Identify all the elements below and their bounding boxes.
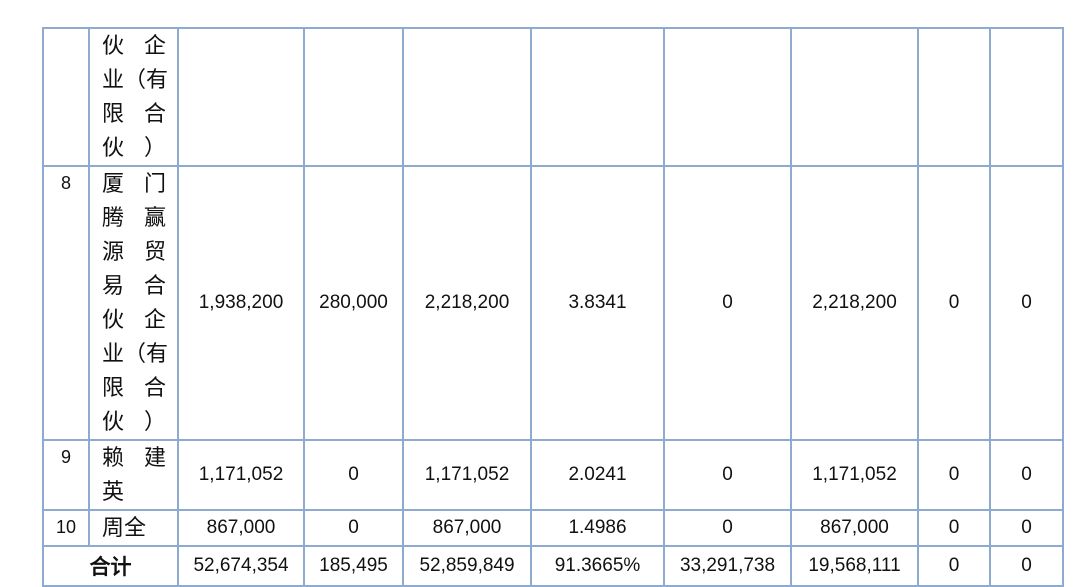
name-line: 业（有 (102, 67, 169, 92)
name-cell: 伙企业（有限合伙） (88, 27, 179, 167)
value-cell: 1,171,052 (402, 439, 532, 511)
total-value: 185,495 (303, 545, 404, 587)
name-line: 限合 (102, 375, 166, 400)
value-cell (303, 27, 404, 167)
name-line: 腾赢 (102, 205, 166, 230)
value-cell: 867,000 (790, 509, 919, 547)
name-line: 厦门 (102, 171, 166, 196)
name-line: 源贸 (102, 239, 166, 264)
value-cell: 0 (917, 439, 991, 511)
total-value: 33,291,738 (663, 545, 792, 587)
value-cell (177, 27, 305, 167)
name-line: 伙企 (102, 307, 166, 332)
value-cell: 2,218,200 (790, 165, 919, 441)
page: 伙企 业（有 限合 伙） 8 厦门 腾赢 源贸 易合 伙企 业（有 限合 伙） 1,938,200 280,… (42, 27, 1064, 587)
name-line: 限合 (102, 101, 166, 126)
total-value: 52,859,849 (402, 545, 532, 587)
table-row: 伙企业（有限合伙） (42, 27, 1064, 167)
name-line: 伙企 (102, 33, 166, 58)
value-cell (402, 27, 532, 167)
value-cell (917, 27, 991, 167)
index-cell: 8 (42, 165, 90, 441)
total-value: 0 (989, 545, 1064, 587)
index-cell: 10 (42, 509, 90, 547)
value-cell: 867,000 (402, 509, 532, 547)
value-cell: 0 (663, 165, 792, 441)
name-line: 业（有 (102, 341, 169, 366)
value-cell: 0 (303, 509, 404, 547)
value-cell: 0 (917, 165, 991, 441)
value-cell (663, 27, 792, 167)
table-row: 10 周全 867,000 0 867,000 1.4986 0 867,000 0 0 (42, 509, 1064, 547)
index-cell: 9 (42, 439, 90, 511)
name-cell: 厦门腾赢源贸易合伙企业（有限合伙） (88, 165, 179, 441)
name-line: 英 (102, 479, 125, 504)
value-cell: 0 (989, 439, 1064, 511)
total-value: 91.3665% (530, 545, 665, 587)
total-value: 52,674,354 (177, 545, 305, 587)
name-line: 伙） (102, 409, 166, 434)
value-cell: 280,000 (303, 165, 404, 441)
total-row: 合计 52,674,354 185,495 52,859,849 91.3665% 33,… (42, 545, 1064, 587)
total-value: 19,568,111 (790, 545, 919, 587)
table-body: 伙企 业（有 限合 伙） 8 厦门 腾赢 源贸 易合 伙企 业（有 限合 伙） 1,938,200 280,… (42, 27, 1064, 587)
value-cell: 0 (303, 439, 404, 511)
name-cell: 周全 (88, 509, 179, 547)
name-line: 伙） (102, 135, 166, 160)
value-cell: 0 (989, 165, 1064, 441)
value-cell: 2.0241 (530, 439, 665, 511)
value-cell (989, 27, 1064, 167)
value-cell: 2,218,200 (402, 165, 532, 441)
name-line: 易合 (102, 273, 166, 298)
table-row: 8 厦门 腾赢 源贸 易合 伙企 业（有 限合 伙） 1,938,200 280,000 2,218,… (42, 165, 1064, 441)
value-cell: 0 (989, 509, 1064, 547)
value-cell: 1,171,052 (177, 439, 305, 511)
name-line: 赖建 (102, 445, 166, 470)
name-line: 周全 (102, 515, 147, 540)
value-cell: 0 (663, 509, 792, 547)
value-cell (790, 27, 919, 167)
value-cell: 0 (663, 439, 792, 511)
value-cell: 0 (917, 509, 991, 547)
value-cell: 1.4986 (530, 509, 665, 547)
value-cell: 1,171,052 (790, 439, 919, 511)
name-cell: 赖建英 (88, 439, 179, 511)
value-cell: 867,000 (177, 509, 305, 547)
data-table: 伙企 业（有 限合 伙） 8 厦门 腾赢 源贸 易合 伙企 业（有 限合 伙） 1,938,200 280,… (42, 27, 1064, 587)
table-row: 9 赖建英 1,171,052 0 1,171,052 2.0241 0 1,171,052 0… (42, 439, 1064, 511)
index-cell (42, 27, 90, 167)
value-cell (530, 27, 665, 167)
total-label: 合计 (42, 545, 179, 587)
value-cell: 3.8341 (530, 165, 665, 441)
value-cell: 1,938,200 (177, 165, 305, 441)
total-value: 0 (917, 545, 991, 587)
